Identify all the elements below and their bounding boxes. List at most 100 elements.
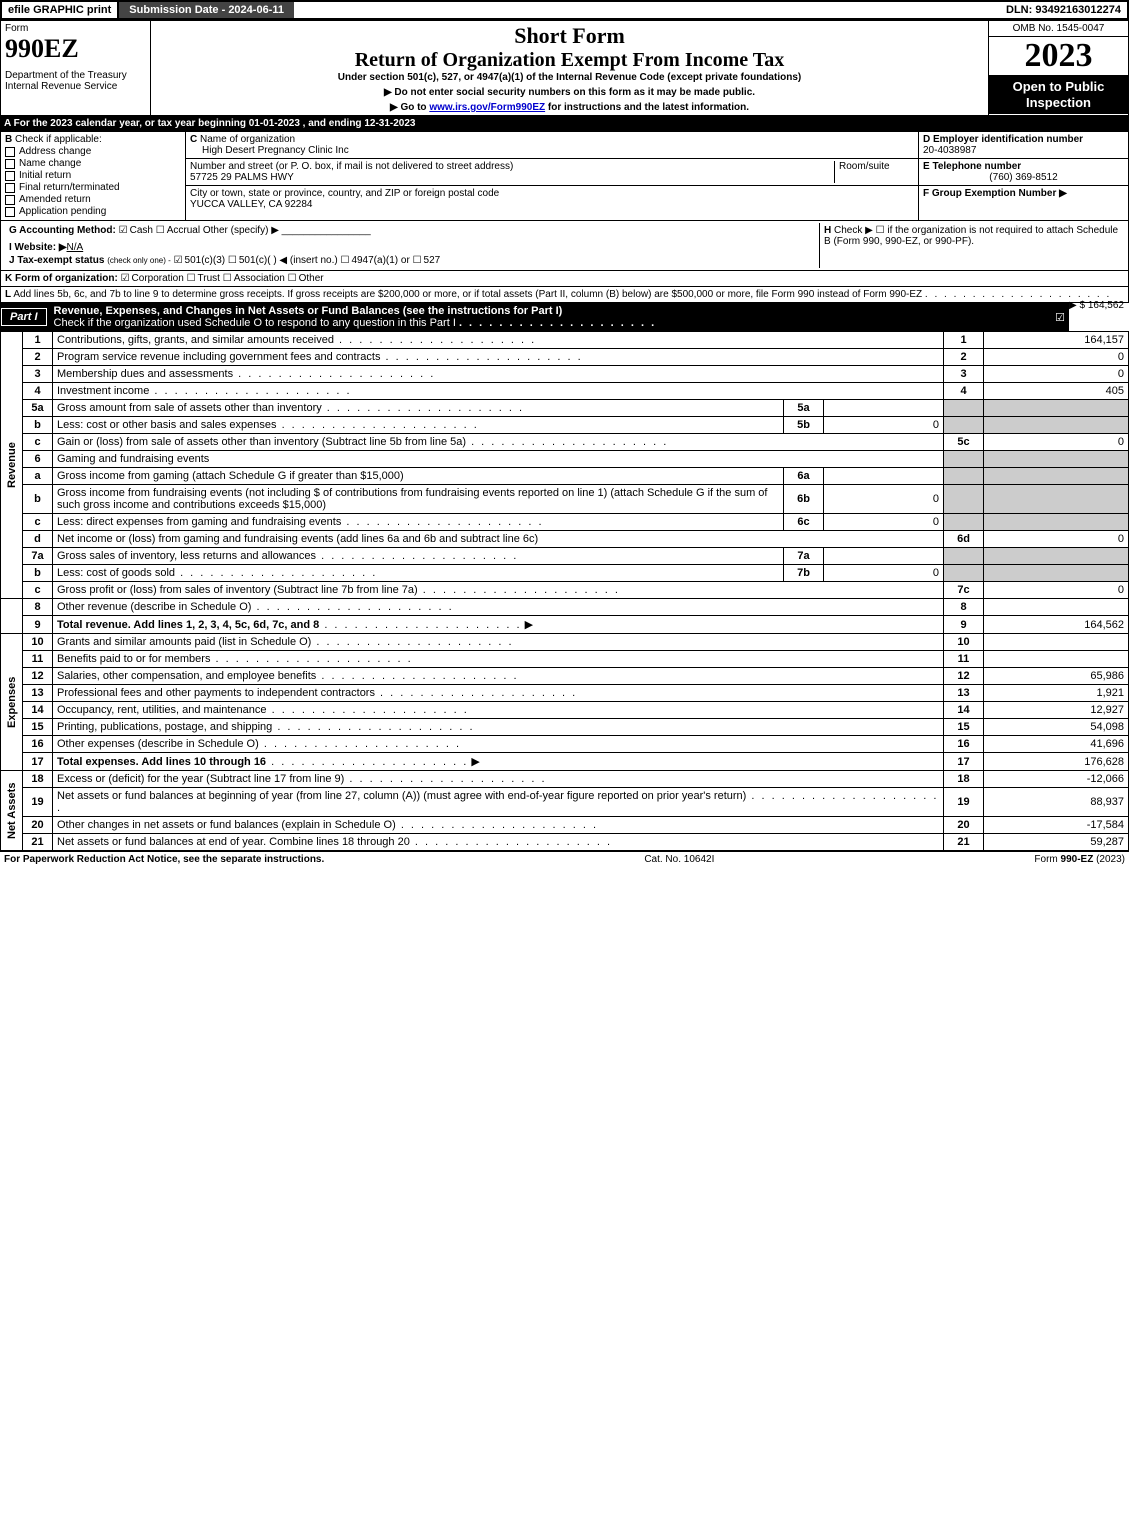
j-4947[interactable]: 4947(a)(1) or [340, 255, 409, 266]
l-amount: ▶ $ 164,562 [1069, 300, 1124, 311]
k-corp[interactable]: Corporation [121, 273, 184, 284]
b-label: B [5, 134, 12, 145]
d-label: D Employer identification number [923, 134, 1083, 145]
amt-8 [984, 599, 1129, 616]
amt-4: 405 [984, 383, 1129, 400]
checkbox-icon [5, 207, 15, 217]
dots [925, 289, 1111, 300]
section-l: L Add lines 5b, 6c, and 7b to line 9 to … [0, 287, 1129, 303]
amt-20: -17,584 [984, 817, 1129, 834]
line-5b: b Less: cost or other basis and sales ex… [1, 417, 1129, 434]
room-label: Room/suite [839, 161, 890, 172]
line-15: 15 Printing, publications, postage, and … [1, 719, 1129, 736]
k-other[interactable]: Other [288, 273, 324, 284]
line-17: 17 Total expenses. Add lines 10 through … [1, 753, 1129, 771]
b-final-return[interactable]: Final return/terminated [5, 182, 181, 193]
line-14: 14 Occupancy, rent, utilities, and maint… [1, 702, 1129, 719]
submission-date: Submission Date - 2024-06-11 [119, 2, 294, 18]
b-address-change[interactable]: Address change [5, 146, 181, 157]
telephone: (760) 369-8512 [923, 172, 1124, 183]
g-accrual[interactable]: Accrual [156, 225, 200, 236]
expenses-side-label: Expenses [1, 634, 23, 771]
street-label: Number and street (or P. O. box, if mail… [190, 161, 513, 172]
line-6: 6 Gaming and fundraising events [1, 451, 1129, 468]
checkbox-icon [5, 171, 15, 181]
k-trust[interactable]: Trust [187, 273, 220, 284]
c-name-label: Name of organization [200, 134, 295, 145]
amt-14: 12,927 [984, 702, 1129, 719]
part1-checkbox[interactable]: ☑ [1051, 309, 1069, 326]
line-19: 19 Net assets or fund balances at beginn… [1, 788, 1129, 817]
line-20: 20 Other changes in net assets or fund b… [1, 817, 1129, 834]
line-10: Expenses 10 Grants and similar amounts p… [1, 634, 1129, 651]
amt-2: 0 [984, 349, 1129, 366]
revenue-side-label: Revenue [1, 332, 23, 599]
form-word: Form [5, 23, 146, 34]
goto-line: ▶ Go to www.irs.gov/Form990EZ for instru… [157, 102, 982, 113]
section-b: B Check if applicable: Address change Na… [1, 132, 186, 220]
part1-title: Revenue, Expenses, and Changes in Net As… [48, 303, 1052, 331]
section-k: K Form of organization: Corporation Trus… [0, 271, 1129, 287]
k-assoc[interactable]: Association [223, 273, 285, 284]
form-number: 990EZ [5, 34, 146, 64]
part1-label: Part I [1, 308, 47, 326]
amt-1: 164,157 [984, 332, 1129, 349]
b-initial-return[interactable]: Initial return [5, 170, 181, 181]
irs-link[interactable]: www.irs.gov/Form990EZ [429, 102, 545, 113]
line-7a: 7a Gross sales of inventory, less return… [1, 548, 1129, 565]
tax-year: 2023 [989, 37, 1128, 75]
form-header: Form 990EZ Department of the Treasury In… [0, 20, 1129, 116]
line-7c: c Gross profit or (loss) from sales of i… [1, 582, 1129, 599]
irs: Internal Revenue Service [5, 81, 146, 92]
line-6a: a Gross income from gaming (attach Sched… [1, 468, 1129, 485]
footer-center: Cat. No. 10642I [644, 854, 714, 865]
top-bar-left: efile GRAPHIC print Submission Date - 20… [2, 2, 294, 18]
goto-prefix: ▶ Go to [390, 102, 429, 113]
section-h: H Check ▶ ☐ if the organization is not r… [819, 223, 1124, 268]
amt-13: 1,921 [984, 685, 1129, 702]
header-left: Form 990EZ Department of the Treasury In… [1, 21, 151, 115]
footer-right: Form 990-EZ (2023) [1034, 854, 1125, 865]
amt-21: 59,287 [984, 834, 1129, 851]
amt-18: -12,066 [984, 771, 1129, 788]
org-name: High Desert Pregnancy Clinic Inc [190, 145, 349, 156]
section-c: C Name of organization High Desert Pregn… [186, 132, 918, 220]
checkbox-icon [5, 195, 15, 205]
e-label: E Telephone number [923, 161, 1021, 172]
part1-header: Part I Revenue, Expenses, and Changes in… [0, 303, 1069, 331]
g-cash[interactable]: Cash [119, 225, 153, 236]
b-check-label: Check if applicable: [15, 134, 102, 145]
j-501c[interactable]: 501(c)( ) ◀ (insert no.) [228, 255, 338, 266]
j-501c3[interactable]: 501(c)(3) [174, 255, 226, 266]
amt-11 [984, 651, 1129, 668]
top-bar: efile GRAPHIC print Submission Date - 20… [0, 0, 1129, 20]
b-application-pending[interactable]: Application pending [5, 206, 181, 217]
line-5a: 5a Gross amount from sale of assets othe… [1, 400, 1129, 417]
section-def: D Employer identification number 20-4038… [918, 132, 1128, 220]
b-name-change[interactable]: Name change [5, 158, 181, 169]
g-other[interactable]: Other (specify) ▶ [203, 225, 279, 236]
line-16: 16 Other expenses (describe in Schedule … [1, 736, 1129, 753]
amt-6d: 0 [984, 531, 1129, 548]
line-1: Revenue 1 Contributions, gifts, grants, … [1, 332, 1129, 349]
ssn-warning: ▶ Do not enter social security numbers o… [157, 87, 982, 98]
checkbox-icon [5, 159, 15, 169]
j-527[interactable]: 527 [413, 255, 441, 266]
amt-10 [984, 634, 1129, 651]
checkbox-icon [5, 147, 15, 157]
line-11: 11 Benefits paid to or for members 11 [1, 651, 1129, 668]
short-form-title: Short Form [157, 23, 982, 49]
ein: 20-4038987 [923, 145, 976, 156]
efile-print-button[interactable]: efile GRAPHIC print [2, 2, 119, 18]
header-center: Short Form Return of Organization Exempt… [151, 21, 988, 115]
dept-treasury: Department of the Treasury [5, 70, 146, 81]
under-section: Under section 501(c), 527, or 4947(a)(1)… [157, 72, 982, 83]
amt-9: 164,562 [984, 616, 1129, 634]
amt-5c: 0 [984, 434, 1129, 451]
b-amended-return[interactable]: Amended return [5, 194, 181, 205]
c-label: C [190, 134, 197, 145]
section-g: G Accounting Method: Cash Accrual Other … [9, 225, 815, 236]
section-a: A For the 2023 calendar year, or tax yea… [0, 116, 1129, 131]
amt-17: 176,628 [984, 753, 1129, 771]
line-6c: c Less: direct expenses from gaming and … [1, 514, 1129, 531]
